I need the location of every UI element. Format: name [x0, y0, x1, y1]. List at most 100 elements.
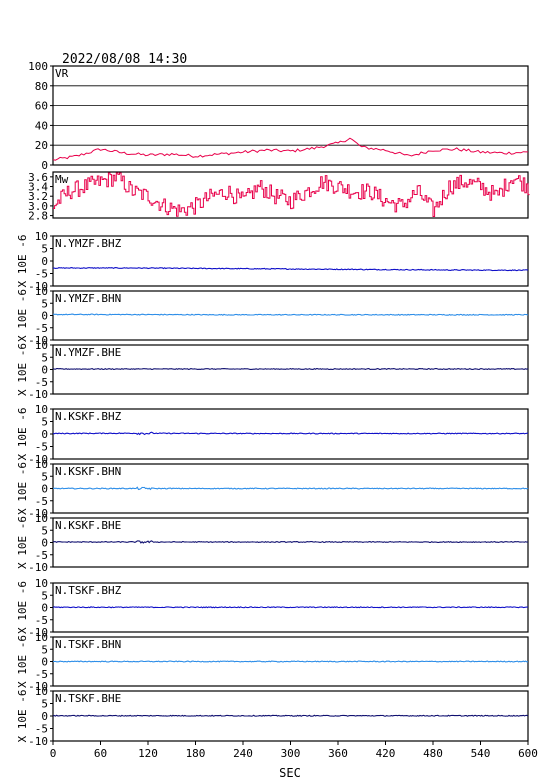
y-axis-label: X 10E -6	[16, 690, 29, 743]
y-tick-label: 0	[41, 710, 48, 723]
series-line	[52, 714, 529, 717]
timestamp-label: 2022/08/08 14:30	[62, 52, 187, 67]
panel-label: VR	[55, 67, 69, 80]
y-tick-label: -10	[28, 561, 48, 574]
y-axis-label: X 10E -6	[16, 235, 29, 288]
y-tick-label: -5	[35, 376, 48, 389]
panel-label: N.YMZF.BHE	[55, 346, 121, 359]
y-axis-label: X 10E -6	[16, 343, 29, 396]
panel-vr: 0 20 40 60 80 100 VR	[28, 60, 529, 172]
panel-label: N.YMZF.BHZ	[55, 237, 122, 250]
y-tick-label: 10	[35, 577, 48, 590]
y-tick-label: -10	[28, 507, 48, 520]
y-tick-label: 0	[41, 310, 48, 323]
panel-label: N.TSKF.BHE	[55, 692, 121, 705]
y-tick-label: 10	[35, 512, 48, 525]
y-tick-label: 10	[35, 230, 48, 243]
y-tick-label: -10	[28, 334, 48, 347]
panel-frame	[52, 65, 529, 166]
y-tick-label: 3.4	[28, 181, 48, 194]
panel-label: N.YMZF.BHN	[55, 292, 121, 305]
y-tick-label: 0	[41, 428, 48, 441]
y-tick-label: -5	[35, 441, 48, 454]
y-tick-label: 0	[41, 656, 48, 669]
y-tick-label: 5	[41, 351, 48, 364]
y-tick-label: -10	[28, 388, 48, 401]
y-tick-label: -10	[28, 680, 48, 693]
y-tick-label: 5	[41, 698, 48, 711]
y-tick-label: 3.0	[28, 200, 48, 213]
y-tick-label: -10	[28, 453, 48, 466]
series-line	[53, 267, 529, 272]
panel-mw: 2.83.03.23.43.6 Mw	[28, 171, 530, 223]
y-tick-label: 10	[35, 458, 48, 471]
x-tick-label: 0	[50, 747, 57, 760]
panel-label: N.TSKF.BHN	[55, 638, 121, 651]
y-axis-label: X 10E -6	[16, 408, 29, 461]
y-tick-label: 0	[41, 537, 48, 550]
y-axis-label: X 10E -6	[16, 516, 29, 569]
y-tick-label: 0	[41, 255, 48, 268]
y-axis-label: X 10E -6	[16, 581, 29, 634]
x-axis-label: SEC	[279, 766, 301, 780]
y-tick-label: 0	[41, 602, 48, 615]
y-tick-label: -5	[35, 549, 48, 562]
y-tick-label: -5	[35, 268, 48, 281]
series-line	[52, 606, 529, 609]
series-line	[52, 313, 529, 316]
x-tick-label: 120	[138, 747, 158, 760]
y-tick-label: 0	[41, 159, 48, 172]
x-tick-label: 240	[233, 747, 253, 760]
panel-label: N.KSKF.BHE	[55, 519, 121, 532]
panel-label: N.KSKF.BHZ	[55, 410, 122, 423]
y-tick-label: -10	[28, 280, 48, 293]
x-tick-label: 420	[376, 747, 396, 760]
x-tick-label: 600	[518, 747, 538, 760]
y-tick-label: 20	[35, 139, 48, 152]
y-tick-label: 3.2	[28, 190, 48, 203]
y-tick-label: 60	[35, 100, 48, 113]
y-tick-label: 10	[35, 285, 48, 298]
y-tick-label: 10	[35, 685, 48, 698]
x-tick-label: 480	[423, 747, 443, 760]
x-tick-label: 300	[281, 747, 301, 760]
panel-frame	[52, 235, 529, 287]
series-line	[52, 431, 529, 436]
y-tick-label: 5	[41, 643, 48, 656]
y-axis-label: X 10E -6	[16, 635, 29, 688]
y-tick-label: 5	[41, 243, 48, 256]
y-tick-label: 100	[28, 60, 48, 73]
y-tick-label: -5	[35, 322, 48, 335]
series-line	[52, 540, 529, 544]
x-tick-label: 60	[94, 747, 107, 760]
series-line	[53, 660, 528, 663]
y-axis-label: X 10E -6	[16, 462, 29, 515]
y-tick-label: 10	[35, 631, 48, 644]
y-tick-label: 5	[41, 416, 48, 429]
y-tick-label: -5	[35, 723, 48, 736]
series-line	[53, 172, 530, 217]
panel-label: N.TSKF.BHZ	[55, 584, 122, 597]
y-tick-label: -5	[35, 668, 48, 681]
y-tick-label: 5	[41, 524, 48, 537]
y-tick-label: 40	[35, 119, 48, 132]
y-tick-label: 0	[41, 364, 48, 377]
series-line	[52, 137, 528, 161]
y-tick-label: 10	[35, 403, 48, 416]
y-tick-label: 5	[41, 589, 48, 602]
y-tick-label: 5	[41, 297, 48, 310]
y-tick-label: 3.6	[28, 171, 48, 184]
panel-label: N.KSKF.BHN	[55, 465, 121, 478]
y-tick-label: 10	[35, 339, 48, 352]
y-tick-label: -5	[35, 495, 48, 508]
y-axis-label: X 10E -6	[16, 289, 29, 342]
y-tick-label: 80	[35, 80, 48, 93]
